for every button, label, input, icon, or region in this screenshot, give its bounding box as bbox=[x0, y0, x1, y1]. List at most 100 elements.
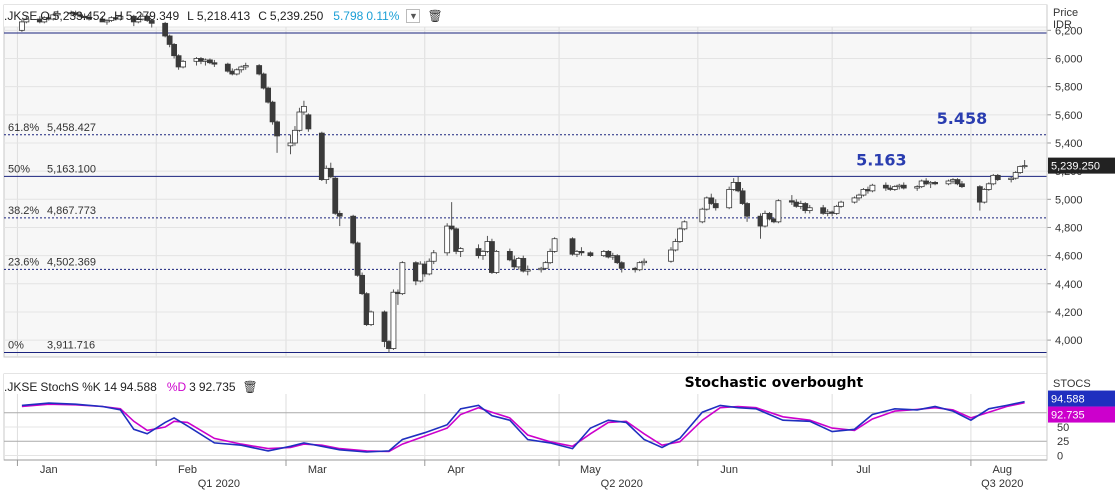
candle-up bbox=[238, 66, 245, 71]
candle-up bbox=[775, 200, 782, 223]
stoch-tick-label: 50 bbox=[1057, 422, 1069, 434]
open-label: O bbox=[40, 9, 50, 23]
candle-up bbox=[296, 111, 303, 131]
candle-down bbox=[359, 274, 366, 295]
candle-up bbox=[242, 65, 249, 68]
candle-down bbox=[72, 12, 79, 16]
candle-down bbox=[148, 20, 155, 24]
stoch-axis-title: STOCS bbox=[1053, 378, 1091, 390]
candle-down bbox=[260, 73, 267, 89]
candle-up bbox=[480, 250, 486, 257]
candle-up bbox=[681, 221, 688, 230]
change-pct: 0.11% bbox=[366, 9, 400, 23]
candle-up bbox=[41, 17, 48, 23]
candle-up bbox=[833, 205, 840, 214]
stoch-tick-label: 0 bbox=[1057, 450, 1063, 462]
candle-up bbox=[1021, 165, 1028, 168]
candle-down bbox=[453, 228, 460, 252]
price-tick-label: 5,000 bbox=[1055, 194, 1083, 206]
candle-down bbox=[766, 212, 773, 220]
candle-up bbox=[891, 186, 898, 190]
candle-up bbox=[914, 186, 921, 189]
candle-up bbox=[444, 225, 451, 254]
candle-up bbox=[23, 18, 30, 23]
candle-down bbox=[305, 114, 312, 130]
candle-down bbox=[708, 197, 715, 204]
candle-up bbox=[699, 208, 706, 223]
candle-up bbox=[542, 262, 549, 269]
price-tick-label: 5,600 bbox=[1055, 110, 1083, 122]
candle-down bbox=[86, 17, 92, 20]
stoch-d-tag-label: 92.735 bbox=[1051, 410, 1085, 422]
high-label: H bbox=[114, 9, 123, 23]
x-month-label: Jul bbox=[856, 464, 870, 476]
candle-down bbox=[578, 250, 585, 254]
candle-down bbox=[265, 87, 272, 103]
fib-value-label: 5,163.100 bbox=[47, 163, 96, 175]
main-header-bg bbox=[4, 5, 1047, 27]
candle-up bbox=[180, 60, 186, 68]
x-month-label: Jan bbox=[40, 464, 58, 476]
candle-down bbox=[269, 101, 276, 123]
candle-up bbox=[856, 194, 862, 199]
trash-icon[interactable]: 🗑 bbox=[427, 9, 443, 23]
x-quarter-label: Q2 2020 bbox=[601, 478, 643, 490]
candle-down bbox=[802, 203, 809, 211]
candle-down bbox=[618, 262, 625, 269]
last-price-label: 5,239.250 bbox=[1051, 161, 1100, 173]
candle-up bbox=[762, 212, 768, 227]
low-label: L bbox=[187, 9, 194, 23]
candle-up bbox=[1008, 177, 1015, 180]
candle-up bbox=[677, 228, 683, 242]
candle-down bbox=[820, 207, 827, 214]
close-label: C bbox=[258, 9, 267, 23]
candle-down bbox=[882, 184, 889, 189]
candle-up bbox=[538, 267, 545, 271]
candle-up bbox=[457, 248, 464, 252]
candle-up bbox=[851, 197, 858, 203]
candle-down bbox=[224, 63, 231, 72]
symbol-label[interactable]: .JKSE bbox=[4, 9, 38, 23]
fib-pct-label: 61.8% bbox=[8, 122, 39, 134]
chevron-down-icon[interactable]: ▼ bbox=[406, 9, 421, 23]
stoch-d-tag bbox=[1048, 406, 1115, 423]
fib-value-label: 3,911.716 bbox=[47, 340, 95, 352]
candle-down bbox=[354, 242, 361, 276]
x-month-label: Jun bbox=[720, 464, 738, 476]
candle-up bbox=[838, 201, 844, 207]
candle-down bbox=[336, 212, 343, 217]
fib-pct-label: 38.2% bbox=[8, 205, 39, 217]
open-value: 5,233.452 bbox=[52, 9, 107, 23]
fib-pct-label: 23.6% bbox=[8, 256, 39, 268]
candle-up bbox=[390, 291, 397, 349]
candle-up bbox=[945, 180, 952, 185]
candle-up bbox=[430, 252, 437, 262]
close-value: 5,239.250 bbox=[269, 9, 324, 23]
stoch-annotation: Stochastic overbought bbox=[685, 375, 864, 391]
stoch-symbol[interactable]: .JKSE bbox=[4, 380, 38, 394]
candle-down bbox=[954, 179, 961, 185]
x-quarter-label: Q3 2020 bbox=[981, 478, 1023, 490]
price-tick-label: 6,200 bbox=[1055, 25, 1083, 37]
price-axis-title-text: Price bbox=[1053, 7, 1079, 19]
candle-down bbox=[171, 44, 178, 57]
stoch-k-label: %K bbox=[82, 380, 101, 394]
candle-down bbox=[162, 22, 169, 37]
main-plot-area bbox=[3, 4, 1048, 358]
trash-icon[interactable]: 🗑 bbox=[242, 380, 258, 394]
fib-value-label: 4,502.369 bbox=[47, 256, 96, 268]
price-tick-label: 4,600 bbox=[1055, 251, 1083, 263]
candle-down bbox=[744, 203, 750, 217]
candle-up bbox=[1012, 172, 1019, 179]
x-month-label: Aug bbox=[992, 464, 1012, 476]
candle-down bbox=[900, 184, 907, 189]
candle-up bbox=[636, 262, 643, 271]
stoch-d-value: 92.735 bbox=[198, 380, 236, 394]
last-price-tag bbox=[1048, 157, 1115, 174]
candle-up bbox=[726, 189, 733, 209]
candle-down bbox=[77, 14, 83, 17]
stoch-k-tag bbox=[1048, 390, 1115, 407]
candle-down bbox=[932, 182, 938, 185]
candle-up bbox=[287, 142, 294, 147]
